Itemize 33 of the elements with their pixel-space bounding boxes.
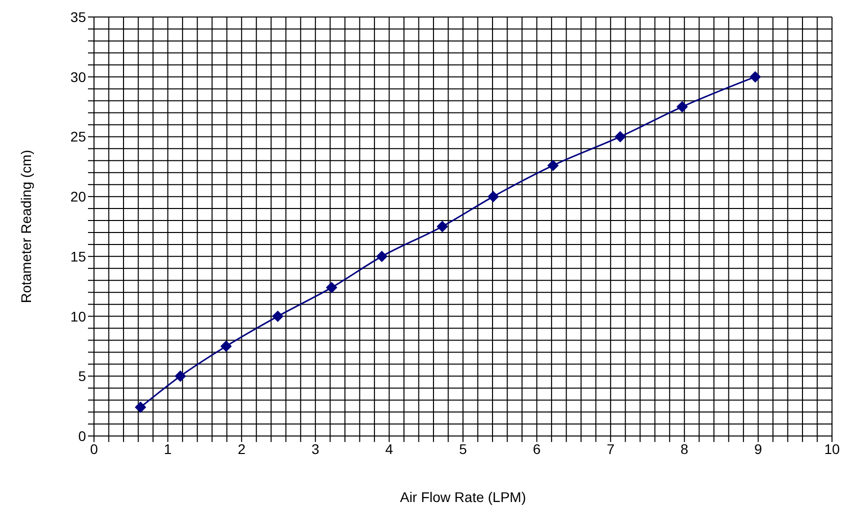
point: [750, 71, 761, 82]
x-tick-label: 10: [824, 440, 840, 457]
point: [326, 282, 338, 294]
y-tick-label: 35: [70, 8, 86, 25]
x-tick-label: 2: [238, 440, 246, 457]
point: [134, 402, 146, 413]
y-tick-label: 30: [70, 68, 86, 85]
x-tick-label: 1: [164, 440, 172, 457]
x-tick-label: 7: [606, 440, 615, 457]
y-tick-label: 5: [78, 368, 86, 384]
point: [272, 310, 284, 322]
point: [548, 160, 559, 171]
x-tick-label: 5: [459, 440, 468, 457]
point: [174, 370, 186, 382]
x-tick-label: 3: [312, 440, 320, 457]
x-tick-label: 8: [680, 440, 688, 457]
point: [436, 221, 448, 232]
point: [488, 191, 499, 202]
x-tick-label: 6: [532, 440, 541, 457]
x-axis-title: Air Flow Rate (LPM): [400, 489, 526, 505]
point: [220, 340, 232, 352]
y-axis-title: Rotameter Reading (cm): [18, 150, 34, 304]
x-tick-label: 4: [385, 440, 394, 457]
point: [376, 250, 388, 262]
x-tick-label: 0: [90, 440, 98, 457]
point: [614, 131, 626, 142]
y-tick-label: 0: [78, 428, 86, 444]
y-tick-label: 25: [70, 128, 86, 145]
y-tick-label: 10: [70, 308, 86, 324]
y-tick-label: 20: [70, 188, 86, 205]
x-tick-label: 9: [754, 440, 762, 457]
point: [676, 101, 688, 112]
y-tick-label: 15: [70, 248, 86, 264]
